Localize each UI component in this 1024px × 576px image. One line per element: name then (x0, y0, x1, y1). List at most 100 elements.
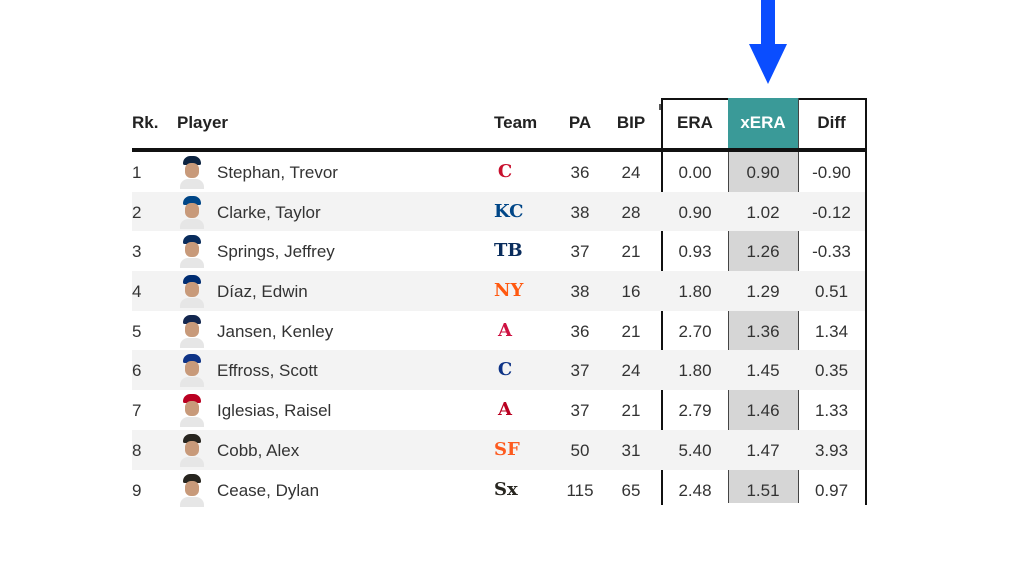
xera-header-bg (728, 98, 798, 148)
player-headshot (180, 155, 204, 189)
rank-cell: 8 (132, 440, 142, 460)
era-cell: 0.93 (678, 242, 712, 262)
era-cell: 2.48 (678, 480, 712, 500)
diff-cell: -0.33 (812, 242, 851, 262)
royals-logo-icon[interactable]: KC (494, 200, 524, 222)
braves-logo-icon[interactable]: A (498, 319, 512, 341)
table-body: 1 Stephan, Trevor C 36 24 0.00 0.90 -0.9… (132, 152, 865, 509)
diff-cell: -0.90 (812, 163, 851, 182)
table-row[interactable]: 4 Díaz, Edwin NY 38 16 1.80 1.29 0.51 (132, 271, 865, 311)
player-name-link[interactable]: Jansen, Kenley (217, 321, 334, 341)
pa-cell: 38 (570, 202, 590, 222)
table-row[interactable]: 8 Cobb, Alex SF 50 31 5.40 1.47 3.93 (132, 429, 865, 470)
table-row[interactable]: 6 Effross, Scott C 37 24 1.80 1.45 0.35 (132, 350, 865, 391)
player-headshot (180, 234, 204, 269)
table-header: Rk. Player Team PA BIP ERA xERA Diff (132, 98, 865, 152)
header-bip[interactable]: BIP (616, 113, 646, 132)
xera-cell: 0.90 (746, 163, 780, 182)
era-cell: 1.80 (678, 282, 712, 302)
header-player[interactable]: Player (177, 113, 229, 132)
player-name-link[interactable]: Iglesias, Raisel (217, 401, 332, 421)
pa-cell: 37 (570, 242, 590, 262)
column-tick (659, 104, 661, 110)
header-team[interactable]: Team (494, 113, 538, 132)
table-row[interactable]: 2 Clarke, Taylor KC 38 28 0.90 1.02 -0.1… (132, 191, 865, 232)
era-cell: 1.80 (678, 361, 712, 381)
rank-cell: 2 (132, 202, 142, 222)
player-name-link[interactable]: Stephan, Trevor (217, 163, 338, 182)
rank-cell: 4 (132, 282, 142, 302)
player-headshot (180, 393, 204, 428)
rank-cell: 9 (132, 480, 142, 500)
player-name-link[interactable]: Effross, Scott (217, 361, 318, 381)
pa-cell: 115 (566, 480, 594, 500)
player-name-link[interactable]: Cobb, Alex (217, 440, 300, 460)
pa-cell: 38 (570, 282, 590, 302)
header-pa[interactable]: PA (568, 113, 592, 132)
bip-cell: 24 (621, 361, 641, 381)
mets-logo-icon[interactable]: NY (494, 280, 524, 302)
xera-cell: 1.45 (746, 361, 780, 381)
diff-cell: 1.34 (814, 321, 849, 341)
player-headshot (180, 195, 204, 229)
pa-cell: 37 (570, 361, 590, 381)
bip-cell: 31 (621, 440, 641, 460)
header-diff[interactable]: Diff (817, 113, 846, 132)
white-sox-logo-icon[interactable]: Sx (494, 478, 518, 500)
bip-cell: 21 (621, 401, 641, 421)
rank-cell: 3 (132, 242, 142, 262)
table-row[interactable]: 7 Iglesias, Raisel A 37 21 2.79 1.46 1.3… (132, 390, 865, 430)
player-headshot (180, 473, 204, 507)
diff-cell: 1.33 (814, 401, 849, 421)
era-cell: 0.90 (678, 202, 712, 222)
bip-cell: 21 (621, 242, 641, 262)
header-xera[interactable]: xERA (740, 113, 786, 132)
bip-cell: 21 (621, 321, 641, 341)
header-rank[interactable]: Rk. (132, 113, 159, 132)
xera-cell: 1.36 (746, 321, 780, 341)
table-row[interactable]: 3 Springs, Jeffrey TB 37 21 0.93 1.26 -0… (132, 231, 865, 271)
era-cell: 2.70 (678, 321, 712, 341)
xera-cell: 1.46 (746, 401, 780, 421)
bip-cell: 24 (621, 163, 641, 182)
header-era[interactable]: ERA (677, 113, 713, 132)
table-row[interactable]: 9 Cease, Dylan Sx 115 65 2.48 1.51 0.97 (132, 470, 865, 510)
guardians-logo-icon[interactable]: C (497, 161, 513, 182)
xera-cell: 1.51 (746, 480, 780, 500)
table-row[interactable]: 1 Stephan, Trevor C 36 24 0.00 0.90 -0.9… (132, 152, 865, 192)
player-headshot (180, 353, 204, 388)
player-name-link[interactable]: Díaz, Edwin (217, 282, 308, 302)
xera-cell: 1.26 (746, 242, 780, 262)
pa-cell: 36 (570, 321, 590, 341)
era-cell: 0.00 (678, 163, 712, 182)
rays-logo-icon[interactable]: TB (494, 240, 523, 262)
player-name-link[interactable]: Cease, Dylan (217, 480, 320, 500)
rank-cell: 1 (132, 163, 142, 182)
diff-cell: 0.51 (814, 282, 849, 302)
bip-cell: 65 (621, 480, 641, 500)
cubs-logo-icon[interactable]: C (497, 359, 513, 381)
pa-cell: 50 (570, 440, 590, 460)
leaderboard-table: Rk. Player Team PA BIP ERA xERA Diff 1 S… (132, 98, 867, 509)
angels-logo-icon[interactable]: A (498, 399, 512, 421)
rank-cell: 7 (132, 401, 142, 421)
bip-cell: 28 (621, 202, 641, 222)
down-arrow-icon (749, 0, 787, 84)
bip-cell: 16 (621, 282, 641, 302)
rank-cell: 6 (132, 361, 142, 381)
pa-cell: 36 (570, 163, 590, 182)
era-cell: 2.79 (678, 401, 712, 421)
player-name-link[interactable]: Springs, Jeffrey (217, 242, 335, 262)
diff-cell: -0.12 (812, 202, 851, 222)
rank-cell: 5 (132, 321, 142, 341)
diff-cell: 3.93 (814, 440, 849, 460)
player-headshot (180, 314, 204, 348)
table-row[interactable]: 5 Jansen, Kenley A 36 21 2.70 1.36 1.34 (132, 311, 865, 351)
giants-logo-icon[interactable]: SF (494, 438, 520, 460)
xera-cell: 1.47 (746, 440, 780, 460)
era-cell: 5.40 (678, 440, 712, 460)
diff-cell: 0.35 (814, 361, 849, 381)
pa-cell: 37 (570, 401, 590, 421)
xera-cell: 1.02 (746, 202, 780, 222)
player-name-link[interactable]: Clarke, Taylor (217, 202, 321, 222)
